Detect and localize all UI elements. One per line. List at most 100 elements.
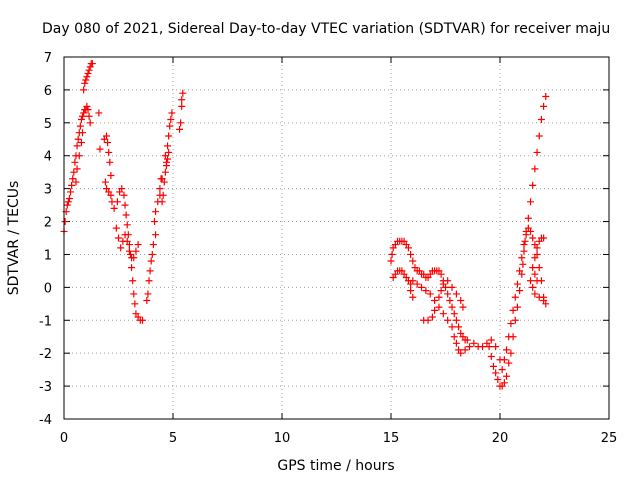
data-point	[75, 152, 83, 160]
data-point	[529, 264, 537, 272]
data-point	[422, 287, 430, 295]
data-point	[435, 303, 443, 311]
data-point	[122, 211, 130, 219]
y-tick-label: 2	[44, 216, 52, 231]
data-point	[407, 287, 415, 295]
data-point	[145, 277, 153, 285]
data-point	[178, 96, 186, 104]
data-marks	[60, 60, 550, 390]
data-point	[518, 254, 526, 262]
data-point	[535, 132, 543, 140]
data-point	[413, 280, 421, 288]
y-tick-label: 1	[44, 248, 52, 263]
data-point	[507, 349, 515, 357]
data-point	[505, 333, 513, 341]
data-point	[487, 352, 495, 360]
data-point	[106, 158, 114, 166]
data-point	[130, 290, 138, 298]
data-point	[439, 280, 447, 288]
data-point	[492, 343, 500, 351]
data-point	[479, 343, 487, 351]
data-point	[130, 254, 138, 262]
data-point	[452, 339, 460, 347]
data-point	[431, 306, 439, 314]
data-point	[83, 73, 91, 81]
data-point	[77, 139, 85, 147]
data-point	[494, 376, 502, 384]
data-point	[533, 244, 541, 252]
data-point	[61, 218, 69, 226]
y-tick-label: 7	[44, 51, 52, 66]
data-point	[148, 250, 156, 258]
data-point	[132, 247, 140, 255]
y-tick-label: -3	[39, 380, 52, 395]
x-tick-label: 15	[383, 431, 400, 446]
data-point	[463, 336, 471, 344]
data-point	[522, 231, 530, 239]
data-point	[448, 283, 456, 291]
data-point	[134, 241, 142, 249]
y-tick-label: 0	[44, 281, 52, 296]
data-point	[156, 185, 164, 193]
data-point	[166, 122, 174, 130]
data-point	[178, 102, 186, 110]
data-point	[455, 323, 463, 331]
data-point	[73, 165, 81, 173]
data-point	[520, 241, 528, 249]
data-point	[516, 287, 524, 295]
data-point	[542, 92, 550, 100]
data-point	[179, 89, 187, 97]
data-point	[503, 346, 511, 354]
data-point	[435, 293, 443, 301]
data-point	[500, 356, 508, 364]
data-point	[505, 359, 513, 367]
series-trace-2-late	[470, 92, 550, 390]
data-point	[152, 231, 160, 239]
data-point	[511, 293, 519, 301]
data-point	[531, 270, 539, 278]
data-point	[68, 181, 76, 189]
data-point	[88, 60, 96, 68]
data-point	[439, 310, 447, 318]
data-point	[69, 175, 77, 183]
data-point	[437, 287, 445, 295]
data-point	[516, 267, 524, 275]
data-point	[387, 257, 395, 265]
data-point	[120, 191, 128, 199]
x-axis-label: GPS time / hours	[277, 458, 394, 474]
data-point	[509, 306, 517, 314]
data-point	[177, 119, 185, 127]
data-point	[531, 290, 539, 298]
data-point	[450, 333, 458, 341]
data-point	[448, 323, 456, 331]
data-point	[131, 300, 139, 308]
data-point	[81, 79, 89, 87]
data-point	[165, 132, 173, 140]
data-point	[73, 142, 81, 150]
data-point	[498, 366, 506, 374]
data-point	[138, 316, 146, 324]
data-point	[531, 165, 539, 173]
data-point	[428, 313, 436, 321]
axis-ticks: 0 5 10 15 20 25 -4 -3 -2 -1 0 1 2 3 4 5 6 7	[39, 51, 617, 446]
data-point	[450, 310, 458, 318]
data-point	[158, 198, 166, 206]
x-tick-label: 25	[601, 431, 618, 446]
data-point	[161, 168, 169, 176]
x-tick-label: 5	[169, 431, 177, 446]
data-point	[164, 155, 172, 163]
series-trace-1-fall	[96, 132, 146, 324]
data-point	[524, 214, 532, 222]
data-point	[487, 336, 495, 344]
data-point	[424, 316, 432, 324]
data-point	[519, 260, 527, 268]
data-point	[388, 250, 396, 258]
y-tick-label: 5	[44, 117, 52, 132]
data-point	[113, 198, 121, 206]
data-point	[535, 293, 543, 301]
data-point	[118, 185, 126, 193]
data-point	[121, 231, 129, 239]
y-tick-label: -2	[39, 347, 52, 362]
data-point	[513, 303, 521, 311]
data-point	[95, 109, 103, 117]
